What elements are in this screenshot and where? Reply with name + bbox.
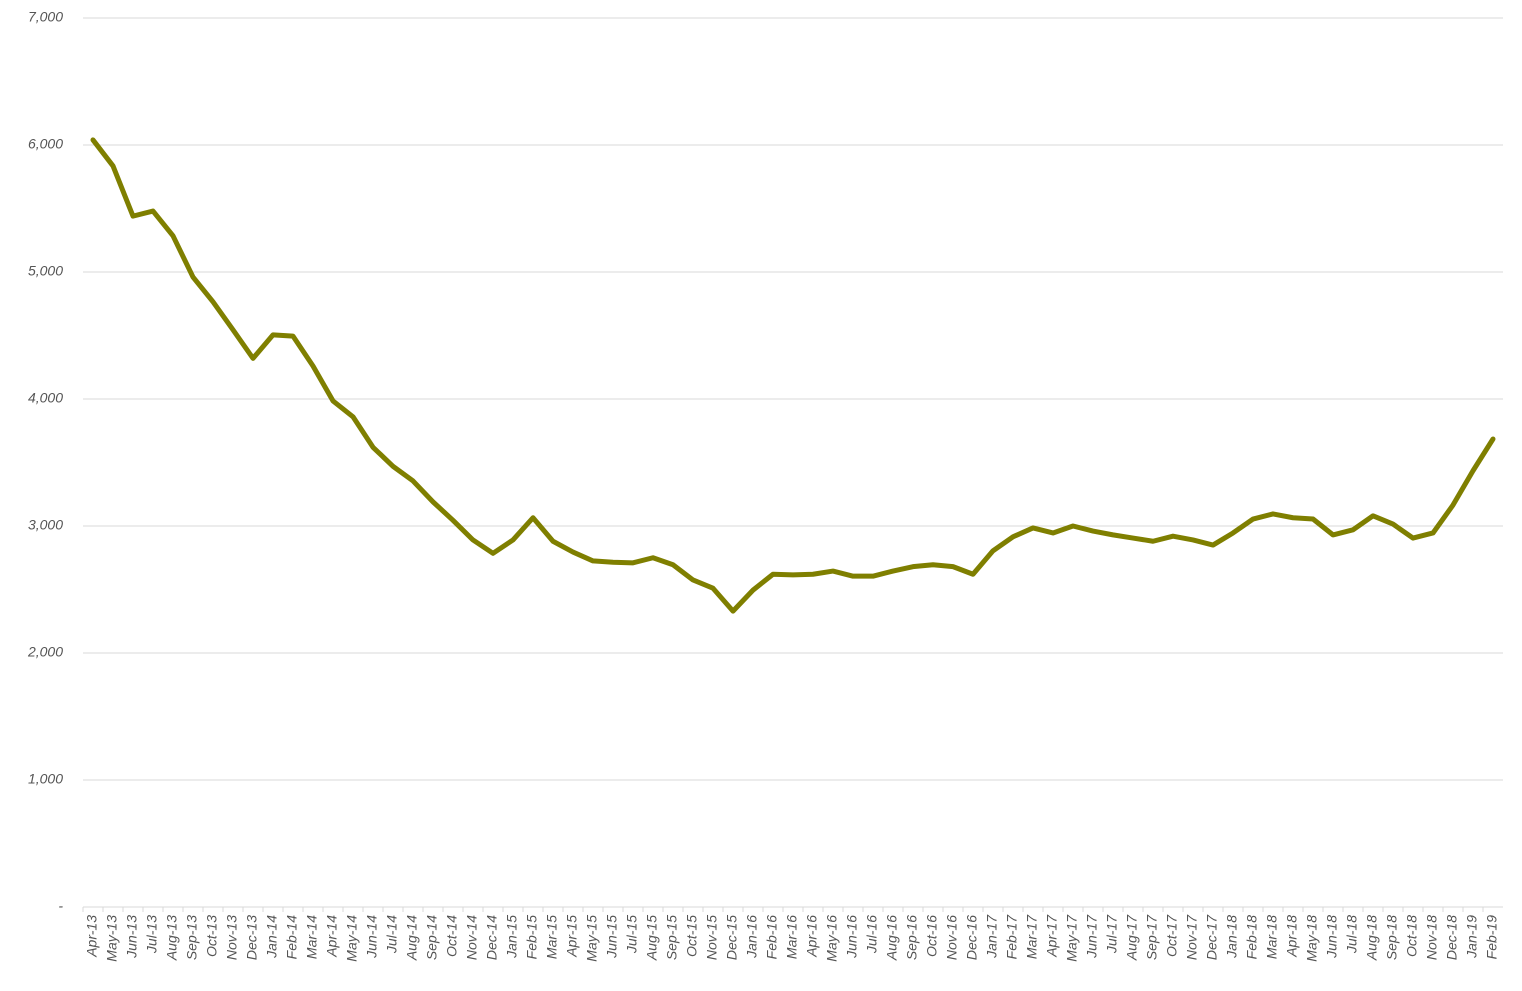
x-tick-label: Jun-15	[604, 915, 620, 959]
y-tick-label: 6,000	[28, 136, 63, 152]
data-line	[90, 137, 1496, 614]
x-tick-label: Aug-14	[404, 915, 420, 961]
x-tick-label: Aug-15	[644, 915, 660, 961]
x-tick-label: Jan-14	[264, 915, 280, 959]
x-tick-label: Apr-17	[1044, 914, 1060, 958]
x-tick-label: Mar-16	[784, 915, 800, 959]
x-tick-label: Jul-17	[1104, 914, 1120, 954]
x-tick-label: May-16	[824, 915, 840, 962]
x-tick-label: Feb-15	[524, 915, 540, 960]
x-tick-label: Jul-18	[1344, 915, 1360, 954]
y-tick-label: 5,000	[28, 263, 63, 279]
x-tick-label: Aug-18	[1364, 915, 1380, 961]
y-tick-label: 2,000	[27, 644, 63, 660]
x-tick-label: Dec-17	[1204, 914, 1220, 960]
x-tick-label: Dec-15	[724, 915, 740, 960]
x-tick-label: May-17	[1064, 914, 1080, 962]
x-tick-label: Oct-16	[924, 915, 940, 957]
x-tick-label: Jun-13	[124, 915, 140, 959]
x-tick-label: Apr-13	[84, 915, 100, 958]
x-tick-label: Oct-13	[204, 915, 220, 957]
x-tick-label: Jul-15	[624, 915, 640, 954]
x-tick-label: Nov-16	[944, 915, 960, 960]
x-tick-label: Feb-17	[1004, 914, 1020, 960]
x-tick-label: Sep-15	[664, 915, 680, 960]
x-tick-label: Mar-18	[1264, 915, 1280, 959]
x-tick-label: Jun-16	[844, 915, 860, 959]
y-tick-label: 7,000	[28, 9, 63, 25]
y-tick-label: 4,000	[28, 390, 63, 406]
x-tick-label: Feb-18	[1244, 915, 1260, 960]
x-tick-label: Nov-17	[1184, 914, 1200, 960]
x-tick-label: Jan-17	[984, 914, 1000, 959]
x-tick-label: Aug-17	[1124, 914, 1140, 961]
x-tick-label: Mar-17	[1024, 914, 1040, 959]
x-tick-label: Apr-14	[324, 915, 340, 958]
x-tick-label: Jan-18	[1224, 915, 1240, 959]
x-tick-label: Apr-18	[1284, 915, 1300, 958]
x-tick-label: Oct-18	[1404, 915, 1420, 957]
x-tick-label: Nov-14	[464, 915, 480, 960]
x-tick-label: Nov-13	[224, 915, 240, 960]
x-tick-label: Jul-14	[384, 915, 400, 954]
x-tick-label: Oct-17	[1164, 914, 1180, 957]
x-tick-label: Jul-13	[144, 915, 160, 954]
x-tick-label: Jan-16	[744, 915, 760, 959]
x-tick-label: Feb-19	[1484, 915, 1500, 960]
x-tick-label: Jan-19	[1464, 915, 1480, 959]
x-tick-label: Apr-15	[564, 915, 580, 958]
x-tick-label: Mar-15	[544, 915, 560, 959]
x-tick-label: Feb-16	[764, 915, 780, 960]
x-tick-label: Dec-18	[1444, 915, 1460, 960]
x-tick-label: Sep-17	[1144, 914, 1160, 960]
x-tick-label: May-15	[584, 915, 600, 962]
x-tick-label: Oct-14	[444, 915, 460, 957]
x-tick-label: Jun-14	[364, 915, 380, 959]
x-tick-label: Feb-14	[284, 915, 300, 960]
x-tick-label: Aug-16	[884, 915, 900, 961]
y-tick-label: 1,000	[28, 771, 63, 787]
x-tick-label: Sep-16	[904, 915, 920, 960]
x-tick-label: May-18	[1304, 915, 1320, 962]
x-tick-label: Mar-14	[304, 915, 320, 959]
x-tick-label: Dec-16	[964, 915, 980, 960]
x-tick-label: Oct-15	[684, 915, 700, 957]
x-tick-label: Nov-15	[704, 915, 720, 960]
x-tick-label: Sep-13	[184, 915, 200, 960]
y-tick-label: 3,000	[28, 517, 63, 533]
x-tick-label: Aug-13	[164, 915, 180, 961]
x-tick-label: May-13	[104, 915, 120, 962]
x-tick-label: Apr-16	[804, 915, 820, 958]
x-tick-label: Dec-14	[484, 915, 500, 960]
x-tick-label: Nov-18	[1424, 915, 1440, 960]
x-tick-label: Jan-15	[504, 915, 520, 959]
x-tick-label: Dec-13	[244, 915, 260, 960]
x-tick-label: May-14	[344, 915, 360, 962]
x-tick-label: Jun-17	[1084, 914, 1100, 959]
x-tick-label: Sep-14	[424, 915, 440, 960]
x-tick-label: Jun-18	[1324, 915, 1340, 959]
y-tick-label: -	[58, 898, 63, 914]
x-tick-label: Jul-16	[864, 915, 880, 954]
x-tick-label: Sep-18	[1384, 915, 1400, 960]
